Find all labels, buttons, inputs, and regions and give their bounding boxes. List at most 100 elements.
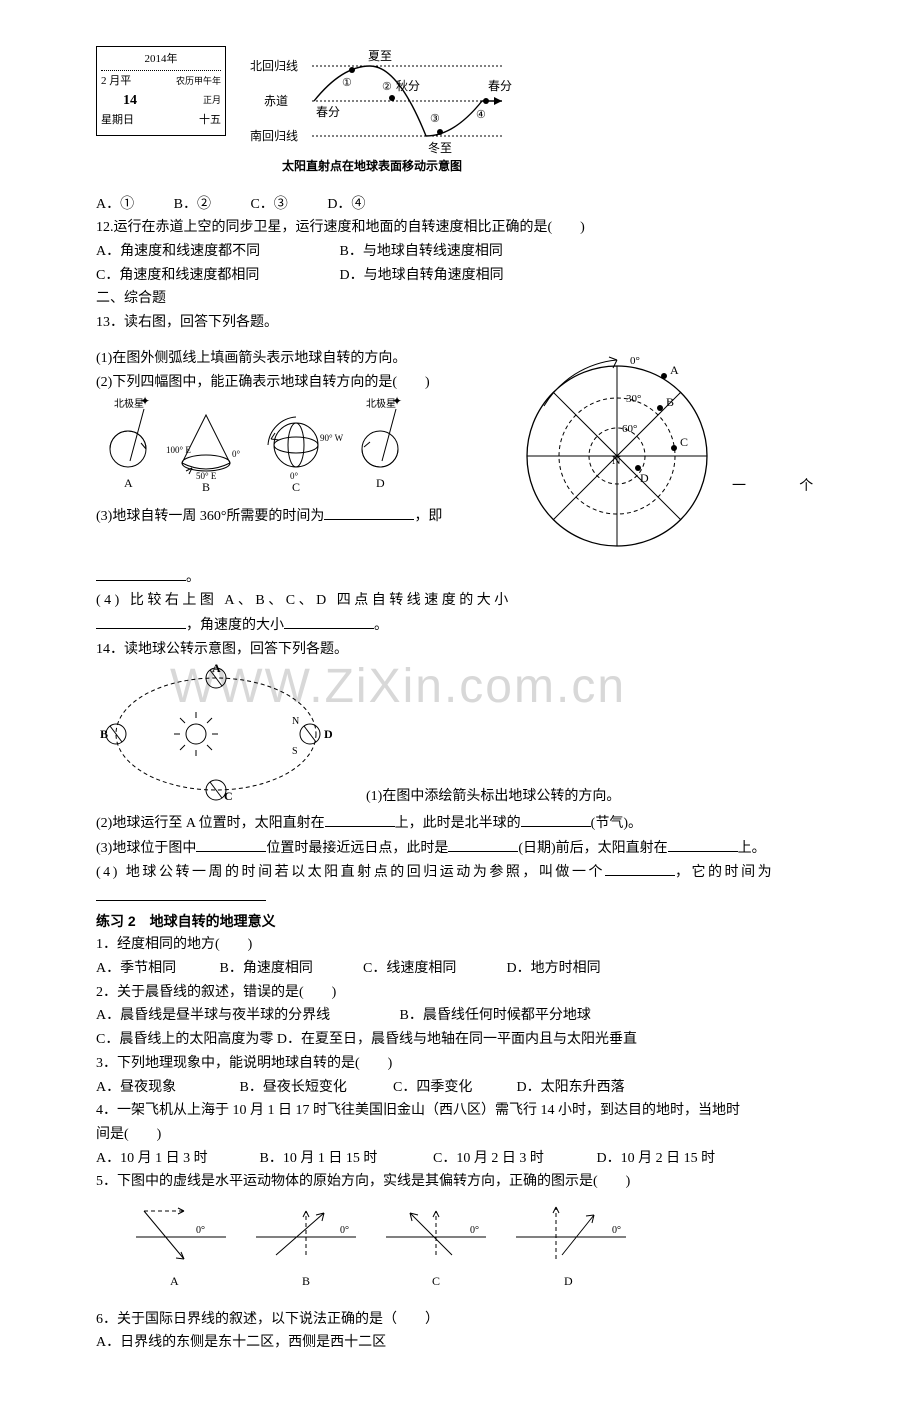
orbit-b: B (100, 727, 108, 741)
q13-p3-end: 。 (96, 566, 832, 589)
p2q5-diagrams: 0° A 0° B 0° C 0° D (126, 1197, 832, 1305)
q11-c: C．③ (250, 194, 287, 216)
svg-text:✦: ✦ (392, 395, 402, 408)
deg0-b: 0° (232, 449, 241, 459)
q5-b: B (302, 1274, 310, 1288)
q13-p3-mid: ，即 (414, 509, 442, 524)
label-tropic-n: 北回归线 (250, 59, 298, 73)
label-xiazhi: 夏至 (368, 49, 392, 63)
calendar-lunar-year: 农历甲午年 (176, 75, 221, 89)
p2q3-a: A．昼夜现象 (96, 1077, 236, 1099)
q12-stem: 12.运行在赤道上空的同步卫星，运行速度和地面的自转速度相比正确的是( ) (96, 217, 832, 239)
p2q2-c: C．晨昏线上的太阳高度为零 (96, 1029, 273, 1051)
p2q6-a: A．日界线的东侧是东十二区，西侧是西十二区 (96, 1332, 832, 1354)
p2q2-a: A．晨昏线是昼半球与夜半球的分界线 (96, 1005, 396, 1027)
q14-p3-c: (日期)前后，太阳直射在 (518, 841, 667, 856)
p2q2-ab: A．晨昏线是昼半球与夜半球的分界线 B．晨昏线任何时候都平分地球 (96, 1005, 832, 1027)
p2q1-b: B．角速度相同 (220, 958, 360, 980)
q12-choices-1: A．角速度和线速度都不同 B．与地球自转线速度相同 (96, 241, 832, 263)
q13-p4-mid: ，角速度的大小 (186, 618, 284, 633)
subfig-c: C (292, 480, 300, 494)
label-tropic-s: 南回归线 (250, 128, 298, 143)
orbit-d: D (324, 727, 333, 741)
p2q3-b: B．昼夜长短变化 (240, 1077, 390, 1099)
polar-deg0: 0° (630, 355, 640, 367)
calendar-lunar-month: 正月 (203, 94, 221, 108)
q12-a: A．角速度和线速度都不同 (96, 241, 336, 263)
q13-p4-line2: ，角速度的大小 。 (96, 614, 832, 637)
q11-d: D．④ (327, 194, 365, 216)
q14-title: 14．读地球公转示意图，回答下列各题。 (96, 639, 832, 661)
q13-p3-suffix: 一 个 (732, 479, 822, 494)
polar-pt-c: C (680, 435, 688, 449)
polar-pt-a: A (670, 363, 679, 377)
q12-b: B．与地球自转线速度相同 (340, 241, 580, 263)
q14-p2-a: (2)地球运行至 A 位置时，太阳直射在 (96, 816, 325, 831)
p2q4-a: A．10 月 1 日 3 时 (96, 1148, 256, 1170)
mark-3: ③ (430, 113, 440, 125)
q5-c: C (432, 1274, 440, 1288)
label-dongzhi: 冬至 (428, 140, 452, 155)
svg-text:✦: ✦ (140, 395, 150, 408)
q13-p4: (4) 比较右上图 A、B、C、D 四点自转线速度的大小 (96, 590, 832, 612)
calendar-month: 2 月平 (101, 73, 131, 90)
q13-p4-end: 。 (374, 618, 388, 633)
q5c-zero: 0° (470, 1225, 479, 1236)
p2q4-stem-b: 间是( ) (96, 1124, 832, 1146)
e100-label: 100° E (166, 445, 191, 455)
q14-p4-b: ，它的时间为 (675, 865, 774, 880)
p2q1-choices: A．季节相同 B．角速度相同 C．线速度相同 D．地方时相同 (96, 958, 832, 980)
polar-n: N (612, 453, 621, 467)
q12-c: C．角速度和线速度都相同 (96, 265, 336, 287)
q14-p3-b: 位置时最接近远日点，此时是 (266, 841, 448, 856)
p2q2-d: D．在夏至日，晨昏线与地轴在同一平面内且与太阳光垂直 (277, 1032, 637, 1047)
orbit-c: C (224, 789, 233, 802)
p2q1-stem: 1．经度相同的地方( ) (96, 934, 832, 956)
mark-1: ① (342, 77, 352, 89)
polar-deg60: 60° (622, 423, 637, 435)
p2q2-stem: 2．关于晨昏线的叙述，错误的是( ) (96, 982, 832, 1004)
q14-p2-c: (节气)。 (591, 816, 642, 831)
p2q2-b: B．晨昏线任何时候都平分地球 (400, 1008, 591, 1023)
p2q1-a: A．季节相同 (96, 958, 216, 980)
p2q2-cd: C．晨昏线上的太阳高度为零 D．在夏至日，晨昏线与地轴在同一平面内且与太阳光垂直 (96, 1029, 832, 1051)
q5d-zero: 0° (612, 1225, 621, 1236)
mark-4: ④ (476, 109, 486, 121)
q14-p4-a: (4) 地球公转一周的时间若以太阳直射点的回归运动为参照，叫做一个 (96, 865, 605, 880)
q11-choices: A．① B．② C．③ D．④ (96, 194, 832, 216)
w90-label: 90° W (320, 433, 344, 443)
p2q3-d: D．太阳东升西落 (517, 1080, 625, 1095)
orbit-a: A (212, 662, 221, 675)
q14-p2: (2)地球运行至 A 位置时，太阳直射在 上，此时是北半球的 (节气)。 (96, 812, 832, 835)
q14-p1: (1)在图中添绘箭头标出地球公转的方向。 (366, 786, 832, 808)
p2q4-choices: A．10 月 1 日 3 时 B．10 月 1 日 15 时 C．10 月 2 … (96, 1148, 832, 1170)
calendar-weekday: 星期日 (101, 112, 134, 129)
p2q4-b: B．10 月 1 日 15 时 (260, 1148, 430, 1170)
polar-pt-d: D (640, 471, 649, 485)
q14-p2-b: 上，此时是北半球的 (395, 816, 521, 831)
polar-pt-b: B (666, 395, 674, 409)
page-content: 2014年 2 月平 农历甲午年 14 正月 星期日 十五 北回归线 赤道 (96, 46, 832, 1354)
top-figure-row: 2014年 2 月平 农历甲午年 14 正月 星期日 十五 北回归线 赤道 (96, 46, 832, 184)
calendar-day: 14 (123, 90, 137, 112)
calendar-box: 2014年 2 月平 农历甲午年 14 正月 星期日 十五 (96, 46, 226, 136)
p2q1-d: D．地方时相同 (507, 961, 601, 976)
polar-deg30: 30° (626, 393, 641, 405)
q14-p3-a: (3)地球位于图中 (96, 841, 196, 856)
p2q3-choices: A．昼夜现象 B．昼夜长短变化 C．四季变化 D．太阳东升西落 (96, 1077, 832, 1099)
section-2-title: 二、综合题 (96, 288, 832, 310)
q11-a: A．① (96, 194, 134, 216)
calendar-year: 2014年 (101, 51, 221, 71)
subfig-a: A (124, 476, 133, 490)
label-chunfen-left: 春分 (316, 105, 340, 119)
q13-p3-prefix: (3)地球自转一周 360°所需要的时间为 (96, 509, 324, 524)
q13-polar-diagram: N 0° 30° 60° A B C D (512, 346, 722, 564)
p2q4-d: D．10 月 2 日 15 时 (597, 1151, 716, 1166)
q5-d: D (564, 1274, 573, 1288)
q13-p1: (1)在图外侧弧线上填画箭头表示地球自转的方向。 (96, 348, 502, 370)
p2q1-c: C．线速度相同 (363, 958, 503, 980)
p2q6-stem: 6．关于国际日界线的叙述，以下说法正确的是（ ） (96, 1309, 832, 1331)
q14-p4-blank (96, 886, 832, 909)
label-equator: 赤道 (264, 94, 288, 108)
label-chunfen-right: 春分 (488, 79, 512, 93)
